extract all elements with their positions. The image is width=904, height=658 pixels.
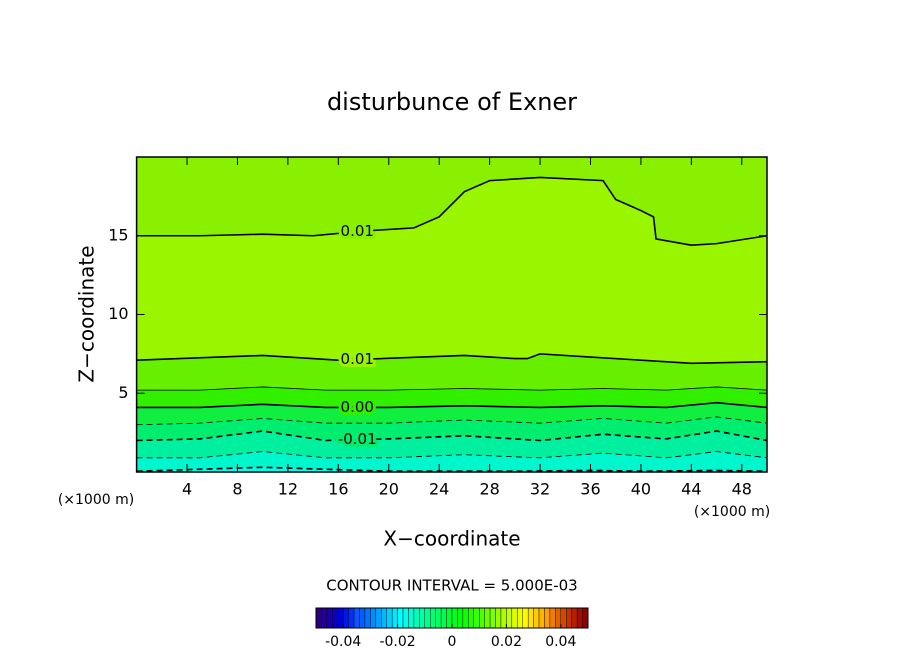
colorbar-cell xyxy=(500,607,507,629)
colorbar-cell xyxy=(391,607,398,629)
colorbar-cell xyxy=(468,607,474,629)
colorbar-cell xyxy=(489,607,496,629)
colorbar-cell xyxy=(527,607,534,629)
x-tick-label: 28 xyxy=(479,480,499,499)
x-tick-label: 16 xyxy=(328,480,348,499)
x-unit-label: (×1000 m) xyxy=(694,504,770,520)
colorbar-cell xyxy=(440,607,447,629)
colorbar-cell xyxy=(484,607,491,629)
colorbar-cell xyxy=(408,607,415,629)
colorbar-cell xyxy=(533,607,540,629)
colorbar-tick-label: 0 xyxy=(448,634,457,650)
colorbar-cell xyxy=(326,607,333,629)
colorbar-cell xyxy=(315,607,322,629)
colorbar-cell xyxy=(386,607,393,629)
colorbar-cell xyxy=(517,607,523,629)
x-tick-label: 48 xyxy=(732,480,752,499)
colorbar-cell xyxy=(397,607,404,629)
y-unit-label: (×1000 m) xyxy=(58,492,134,508)
x-tick-label: 8 xyxy=(232,480,242,499)
contour-fill xyxy=(136,157,768,246)
colorbar-tick-label: 0.04 xyxy=(545,634,576,650)
colorbar-cell xyxy=(506,607,513,629)
y-axis-label: Z−coordinate xyxy=(75,245,99,382)
colorbar-cell xyxy=(457,607,464,629)
x-axis-label: X−coordinate xyxy=(383,527,520,551)
colorbar-cell xyxy=(544,607,551,629)
colorbar-cell xyxy=(321,607,328,629)
colorbar-cell xyxy=(419,607,425,629)
x-tick-label: 32 xyxy=(530,480,550,499)
x-tick-label: 44 xyxy=(681,480,701,499)
y-tick-label: 15 xyxy=(108,225,128,244)
contour-line xyxy=(136,386,768,391)
colorbar-cell xyxy=(435,607,442,629)
colorbar-cell xyxy=(571,607,578,629)
colorbar-cell xyxy=(348,607,355,629)
contour-line xyxy=(136,430,768,442)
colorbar-cell xyxy=(462,607,469,629)
contour-label: 0.00 xyxy=(341,398,374,416)
colorbar-cell xyxy=(576,607,583,629)
x-tick-label: 20 xyxy=(379,480,399,499)
colorbar-cell xyxy=(538,607,545,629)
contour-line xyxy=(136,416,768,426)
x-tick-label: 40 xyxy=(631,480,651,499)
colorbar-cell xyxy=(495,607,502,629)
colorbar-cell xyxy=(511,607,518,629)
colorbar-cell xyxy=(473,607,480,629)
y-tick-label: 5 xyxy=(118,383,128,402)
contour-label: -0.01 xyxy=(338,430,377,448)
colorbar-cell xyxy=(381,607,387,629)
contour-line xyxy=(136,451,768,459)
colorbar-tick-label: 0.02 xyxy=(491,634,522,650)
colorbar-cell xyxy=(566,607,572,629)
colorbar-cell xyxy=(353,607,360,629)
colorbar-tick-label: -0.02 xyxy=(379,634,415,650)
x-tick-label: 12 xyxy=(278,480,298,499)
contour-line xyxy=(136,401,768,409)
contour-interval: CONTOUR INTERVAL = 5.000E-03 xyxy=(326,577,577,595)
contour-label: 0.01 xyxy=(341,350,374,368)
colorbar-cell xyxy=(332,607,338,629)
contour-label: 0.01 xyxy=(341,222,374,240)
colorbar-cell xyxy=(430,607,436,629)
colorbar-cell xyxy=(343,607,349,629)
colorbar-cell xyxy=(451,607,458,629)
contour-line xyxy=(136,176,768,247)
contour-line xyxy=(136,353,768,365)
x-tick-label: 4 xyxy=(182,480,192,499)
colorbar-cell xyxy=(364,607,371,629)
colorbar-cell xyxy=(413,607,420,629)
colorbar-cell xyxy=(522,607,529,629)
colorbar-cell xyxy=(370,607,377,629)
colorbar-cell xyxy=(582,607,589,629)
x-tick-label: 24 xyxy=(429,480,449,499)
colorbar-cell xyxy=(337,607,344,629)
colorbar-cell xyxy=(479,607,485,629)
colorbar-cell xyxy=(555,607,561,629)
colorbar-cell xyxy=(402,607,409,629)
colorbar-cell xyxy=(560,607,567,629)
colorbar-cell xyxy=(446,607,453,629)
x-tick-label: 36 xyxy=(580,480,600,499)
colorbar-cell xyxy=(359,607,366,629)
colorbar-cell xyxy=(424,607,431,629)
colorbar-cell xyxy=(375,607,382,629)
y-tick-label: 10 xyxy=(108,304,128,323)
colorbar-tick-label: -0.04 xyxy=(325,634,361,650)
colorbar-cell xyxy=(549,607,556,629)
chart-title: disturbunce of Exner xyxy=(327,88,577,116)
